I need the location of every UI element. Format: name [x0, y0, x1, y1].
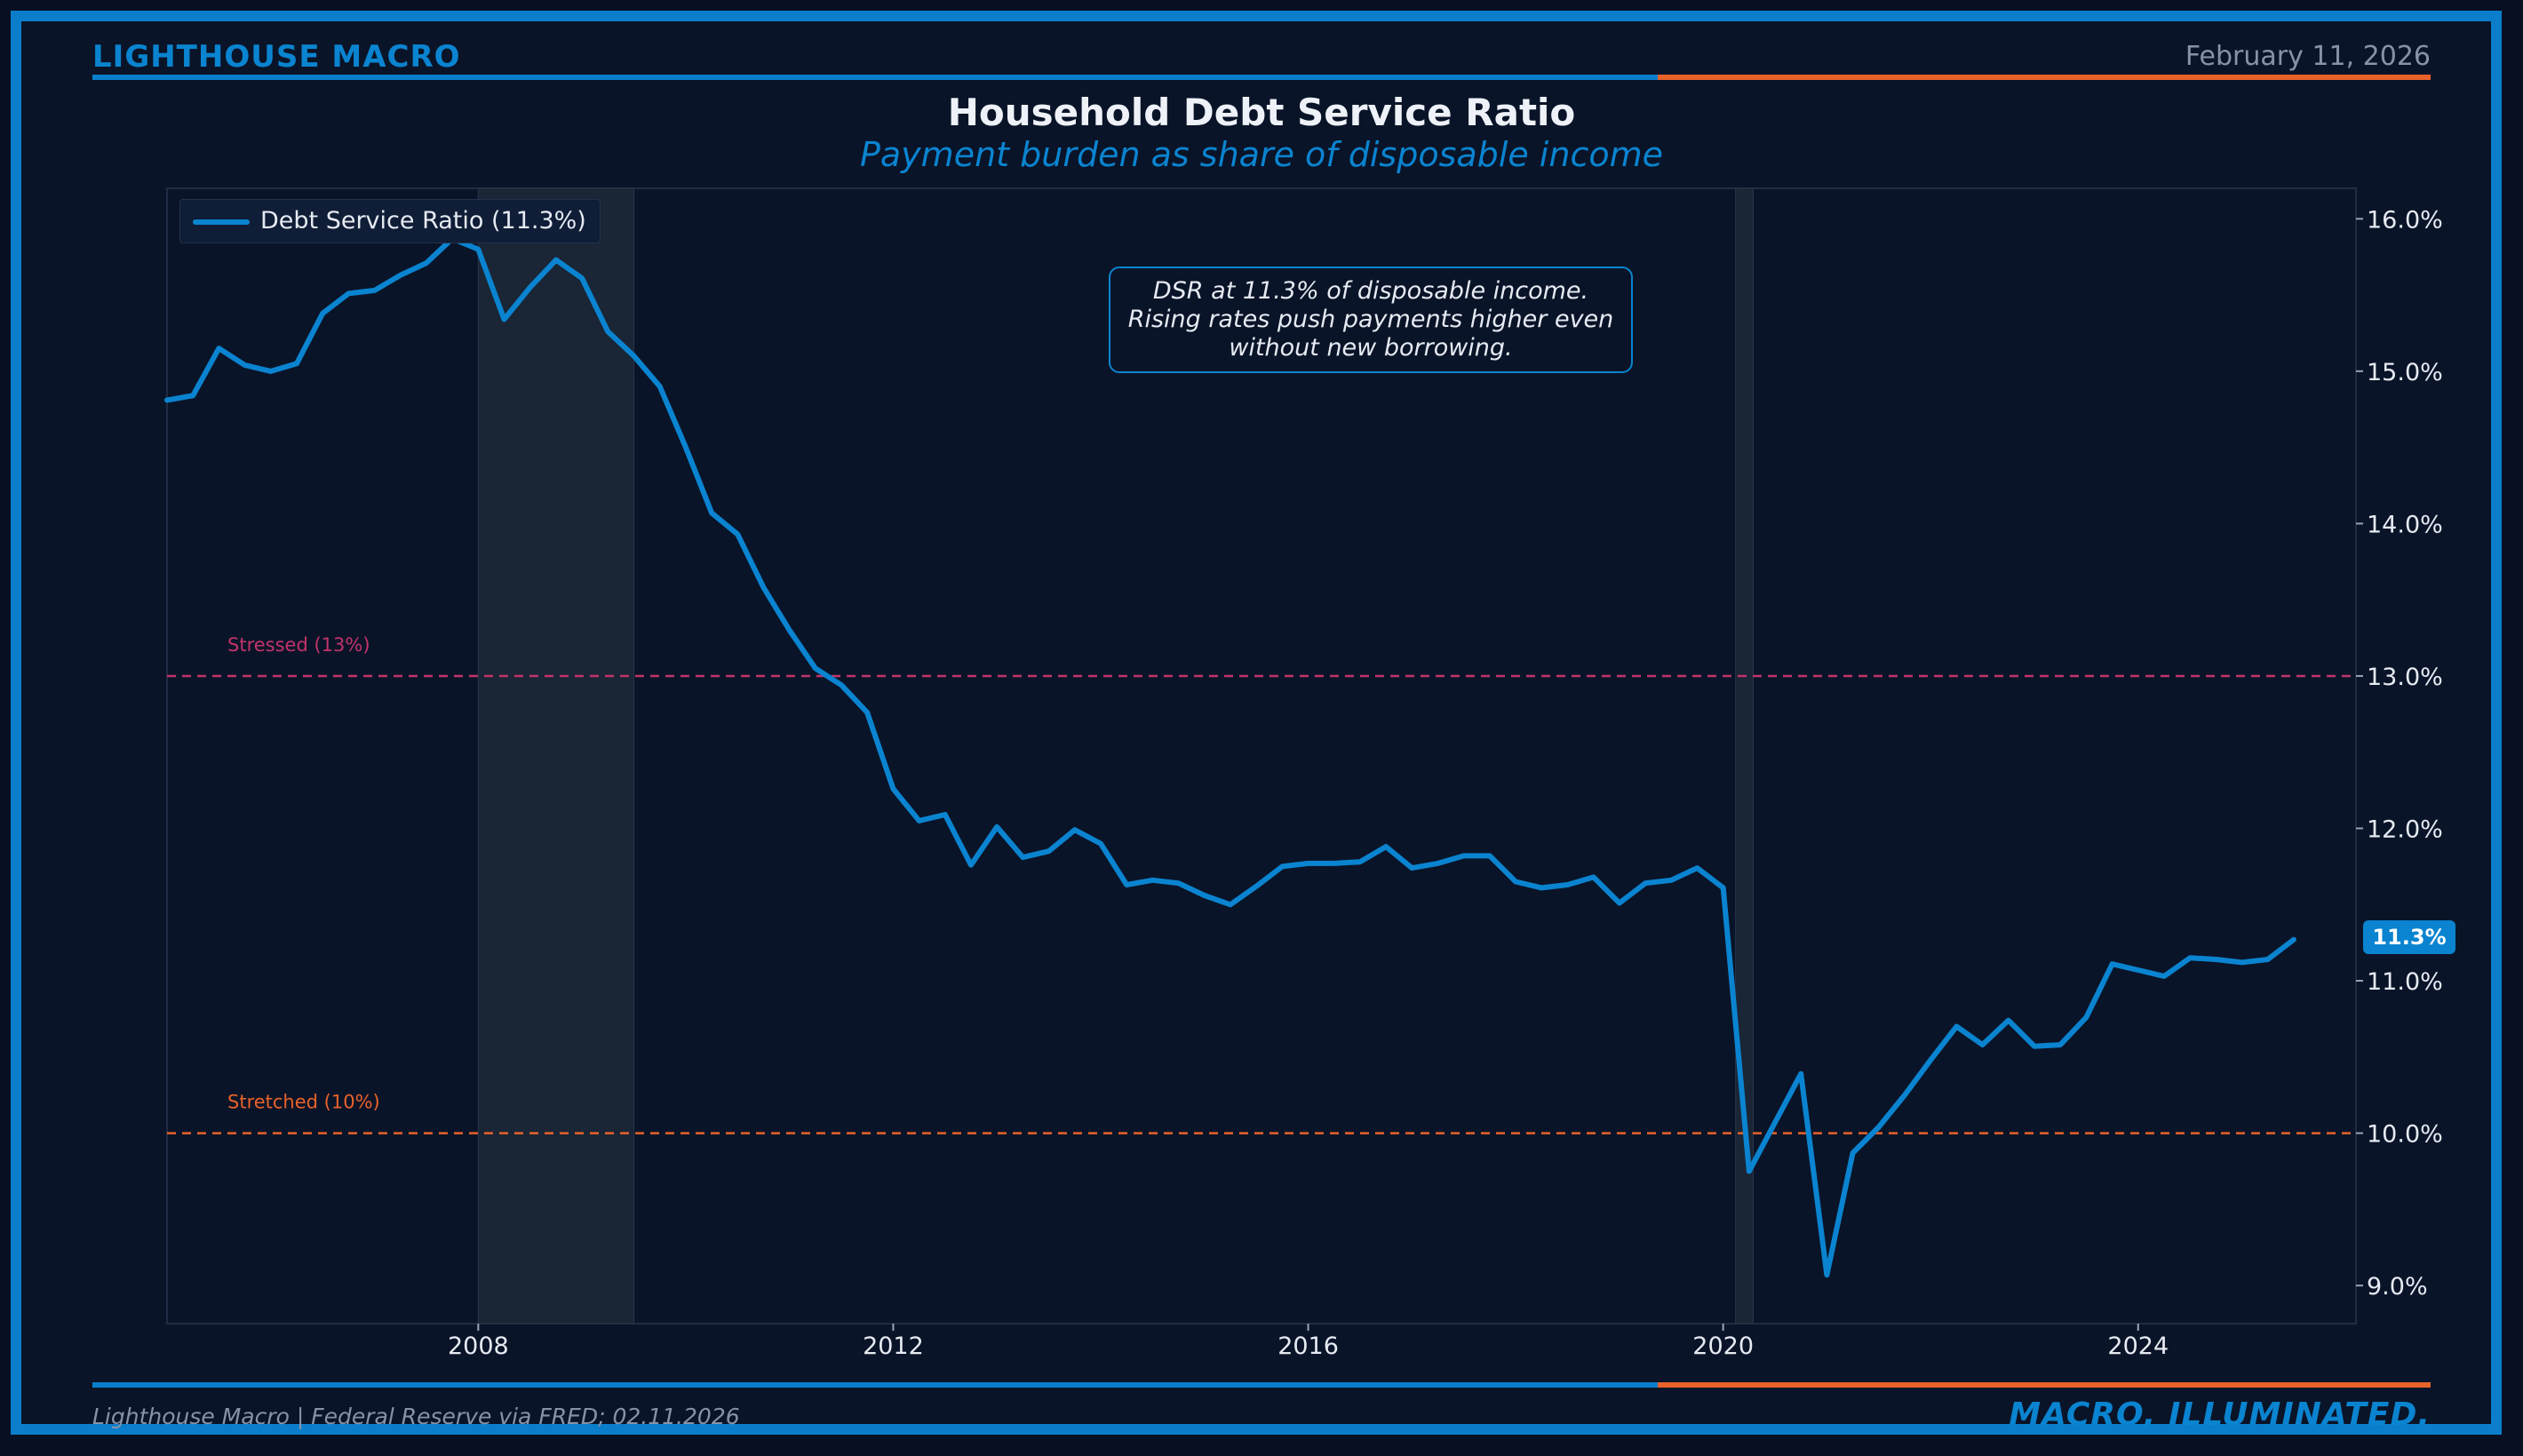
reference-line-label-1: Stretched (10%): [227, 1092, 380, 1113]
x-axis: 2008 2012 2016 2020 2024: [448, 1324, 2169, 1360]
y-tick-label-7: 16.0%: [2367, 206, 2443, 234]
series-line-0: [164, 235, 2296, 1278]
annotation-line-3: without new borrowing.: [1229, 334, 1513, 362]
reference-lines: Stressed (13%) Stretched (10%): [167, 634, 2356, 1134]
chart-title: Household Debt Service Ratio: [947, 91, 1576, 134]
x-tick-label-1: 2012: [863, 1333, 924, 1360]
series-group: [164, 235, 2296, 1278]
recession-band-1: [1735, 187, 1755, 1325]
header-rule-blue: [92, 75, 1658, 80]
y-tick-label-6: 15.0%: [2367, 359, 2443, 386]
x-tick-label-0: 2008: [448, 1333, 509, 1360]
y-tick-label-2: 11.0%: [2367, 968, 2443, 996]
footer-rule-orange: [1658, 1382, 2431, 1388]
annotation-line-2: Rising rates push payments higher even: [1127, 306, 1614, 333]
annotation-line-1: DSR at 11.3% of disposable income.: [1152, 277, 1589, 305]
footer-rule-blue: [92, 1382, 1658, 1388]
legend-label: Debt Service Ratio (11.3%): [260, 207, 586, 235]
tagline: MACRO, ILLUMINATED.: [2009, 1396, 2431, 1433]
legend: Debt Service Ratio (11.3%): [179, 199, 601, 243]
report-date: February 11, 2026: [2185, 41, 2431, 72]
y-tick-label-4: 13.0%: [2367, 664, 2443, 691]
y-tick-label-3: 12.0%: [2367, 816, 2443, 843]
x-tick-label-2: 2016: [1277, 1333, 1339, 1360]
x-tick-label-3: 2020: [1692, 1333, 1754, 1360]
reference-line-label-0: Stressed (13%): [227, 634, 370, 656]
last-value-badge: 11.3%: [2363, 920, 2455, 954]
y-axis: 9.0% 10.0% 11.0% 12.0% 13.0% 14.0% 15.0% 16.0%: [2356, 206, 2443, 1301]
y-tick-label-0: 9.0%: [2367, 1273, 2428, 1301]
source-note: Lighthouse Macro | Federal Reserve via F…: [92, 1404, 740, 1429]
legend-swatch: [193, 219, 250, 225]
brand-title: LIGHTHOUSE MACRO: [92, 39, 461, 75]
chart-subtitle: Payment burden as share of disposable in…: [859, 135, 1663, 174]
header-rule-orange: [1658, 75, 2431, 80]
x-tick-label-4: 2024: [2107, 1333, 2169, 1360]
y-tick-label-1: 10.0%: [2367, 1121, 2443, 1149]
annotation-box: DSR at 11.3% of disposable income. Risin…: [1109, 267, 1633, 373]
recession-band-0: [477, 187, 634, 1325]
y-tick-label-5: 14.0%: [2367, 511, 2443, 538]
recession-bands: [477, 187, 1755, 1325]
